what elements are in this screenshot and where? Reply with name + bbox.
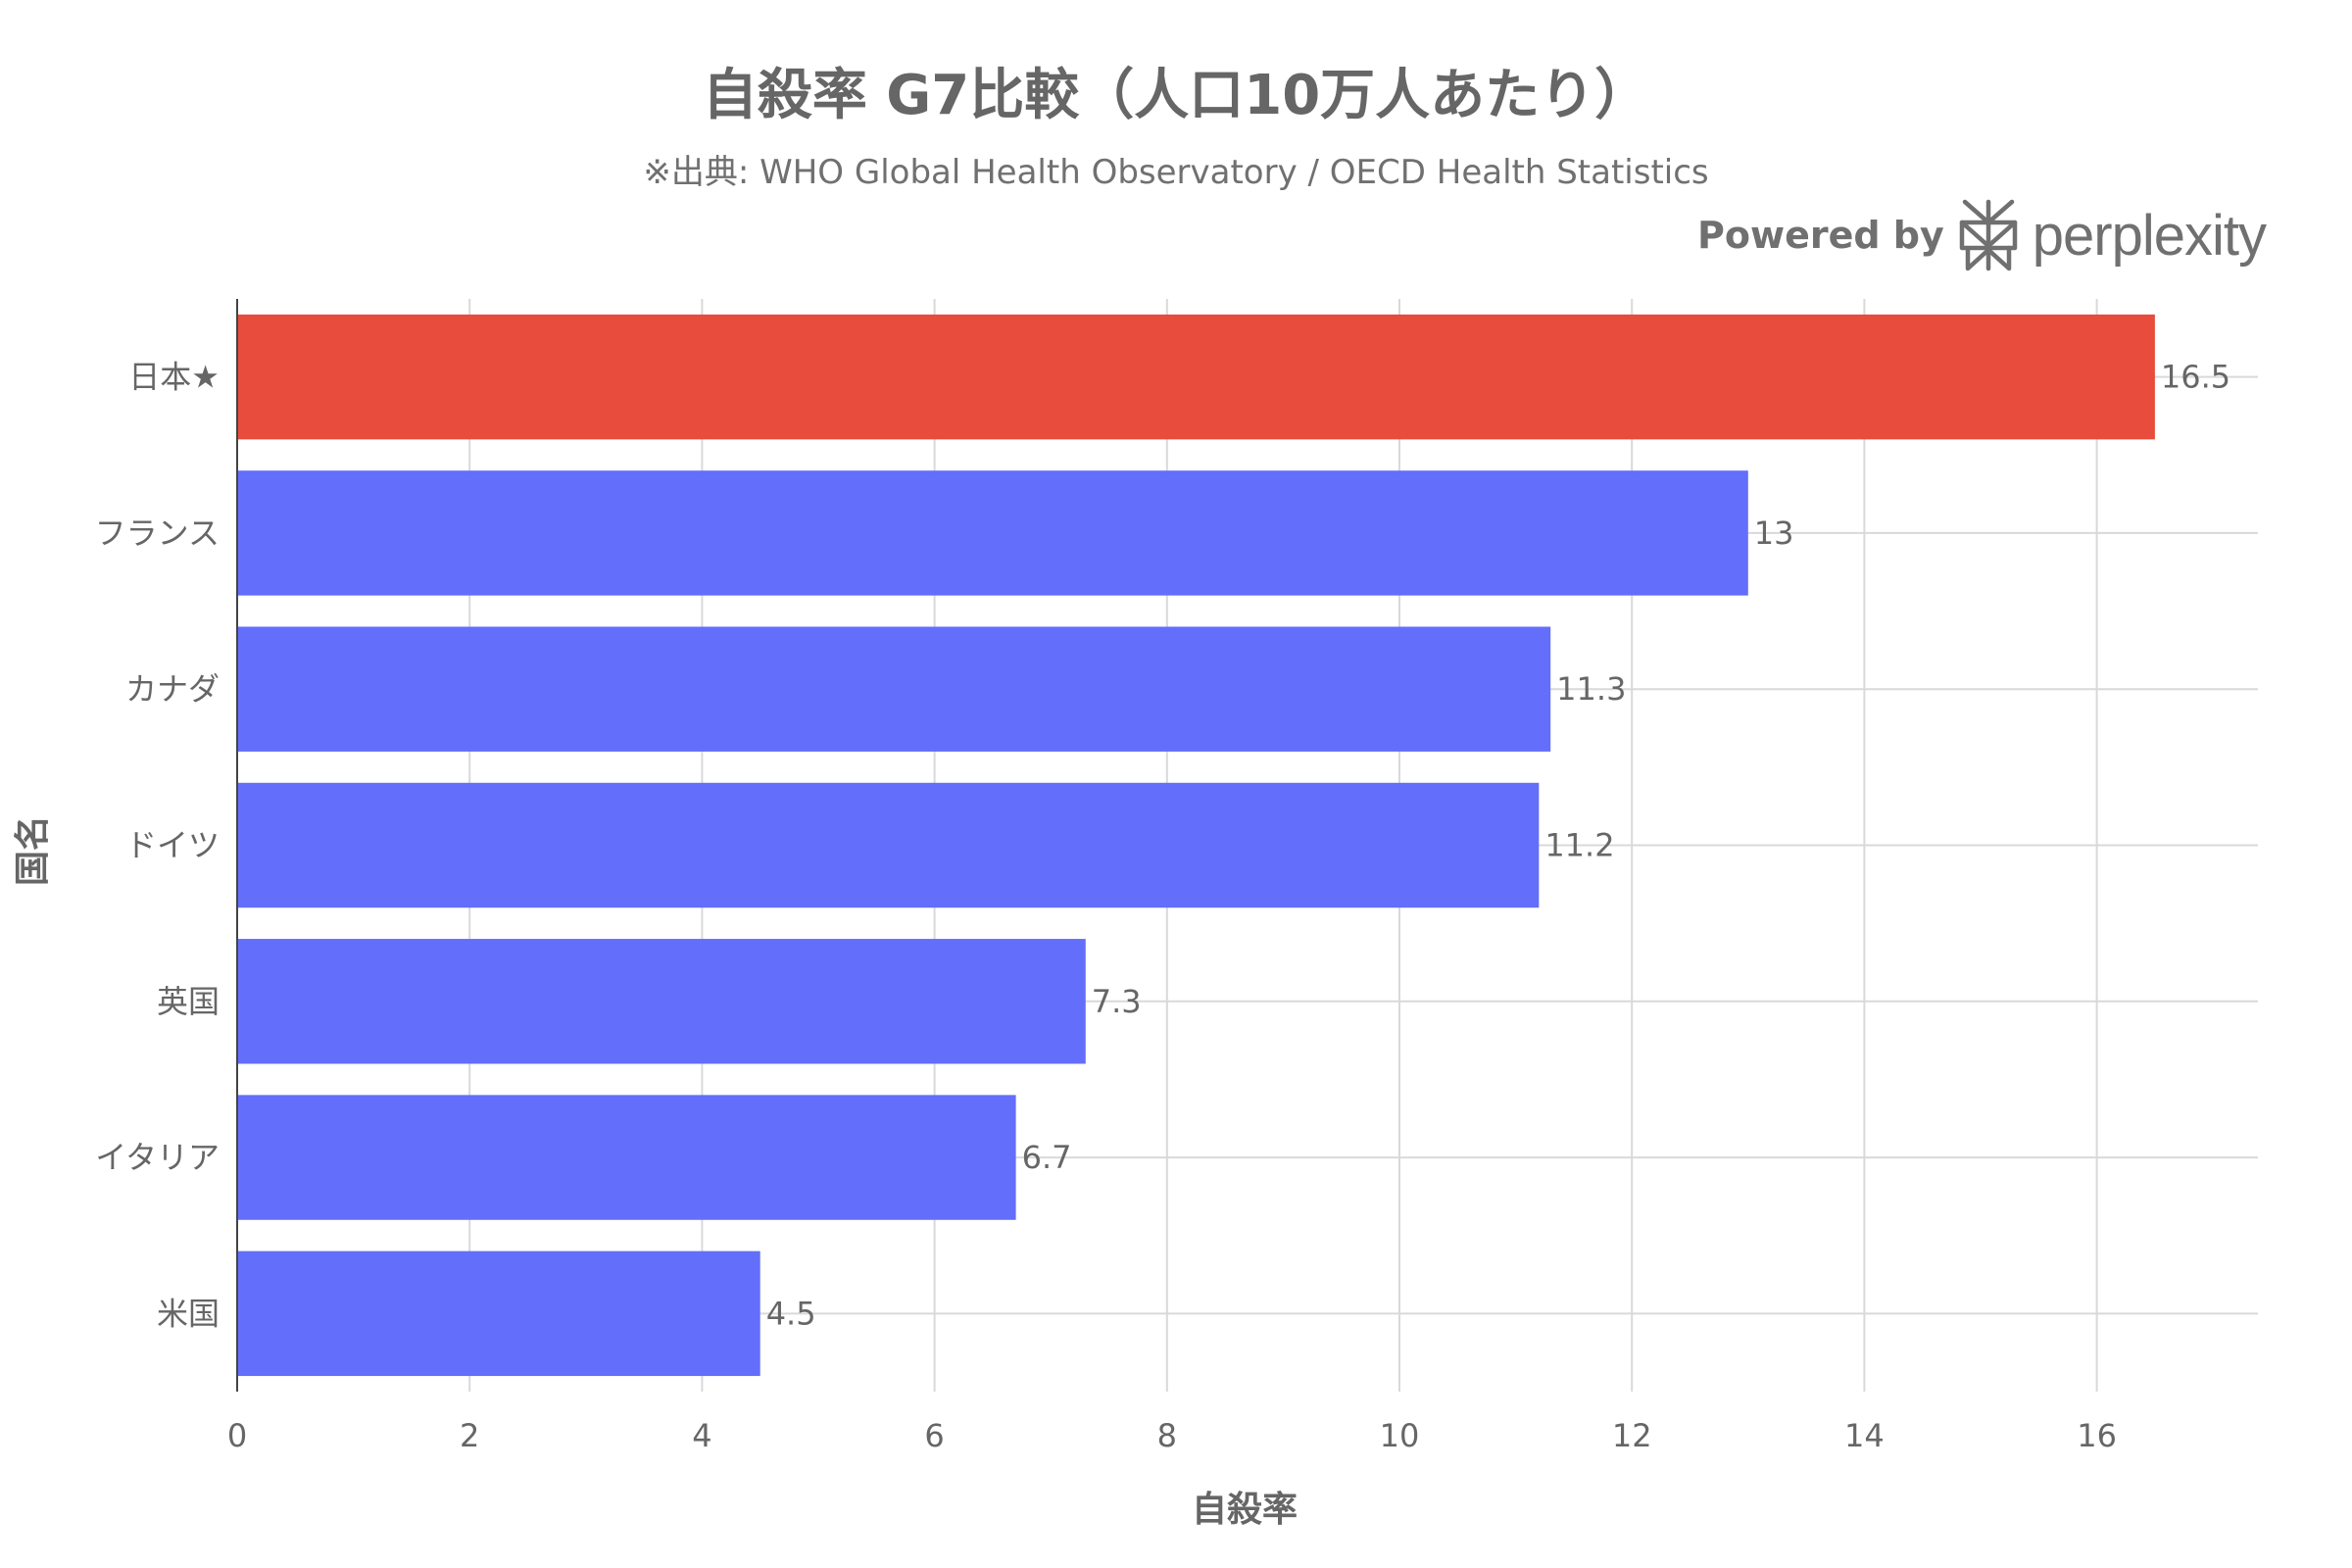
x-tick-label: 8 (1157, 1417, 1177, 1454)
y-tick-label: フランス (95, 514, 220, 552)
powered-by-perplexity[interactable]: Powered by perplexity (1697, 196, 2267, 274)
bar-5 (237, 1095, 1016, 1220)
powered-by-label: Powered by (1697, 214, 1944, 257)
bar-3 (237, 782, 1540, 908)
value-labels: 16.5 13 11.3 11.2 7.3 6.7 4.5 (766, 359, 2230, 1333)
perplexity-logo-icon (1959, 199, 2018, 271)
bar-2 (237, 626, 1551, 752)
bar-0 (237, 314, 2155, 440)
perplexity-wordmark: perplexity (2032, 203, 2267, 268)
y-tick-label: カナダ (125, 670, 220, 708)
value-label: 4.5 (766, 1295, 816, 1332)
bar-6 (237, 1250, 760, 1377)
bars (237, 314, 2155, 1377)
y-tick-label: 米国 (157, 1295, 220, 1332)
bar-4 (237, 939, 1086, 1064)
y-axis-title: 国名 (13, 815, 53, 886)
chart-subtitle: ※出典: WHO Global Health Observatory / OEC… (643, 153, 1709, 192)
y-tick-label: 日本★ (128, 359, 220, 396)
y-tick-label: イタリア (95, 1139, 220, 1176)
x-tick-label: 0 (227, 1417, 247, 1454)
x-tick-label: 10 (1380, 1417, 1420, 1454)
x-tick-labels: 0 2 4 6 8 10 12 14 16 (227, 1417, 2117, 1454)
value-label: 6.7 (1022, 1139, 1072, 1176)
value-label: 13 (1754, 514, 1794, 552)
x-tick-label: 6 (924, 1417, 944, 1454)
x-axis-title: 自殺率 (1192, 1490, 1298, 1530)
value-label: 11.3 (1556, 670, 1626, 708)
y-tick-label: 英国 (157, 983, 220, 1020)
x-tick-label: 14 (1844, 1417, 1885, 1454)
x-tick-label: 12 (1612, 1417, 1652, 1454)
value-label: 7.3 (1092, 983, 1142, 1020)
x-tick-label: 4 (692, 1417, 711, 1454)
bar-1 (237, 470, 1748, 596)
y-tick-label: ドイツ (125, 827, 220, 864)
value-label: 11.2 (1544, 827, 1614, 864)
chart-title: 自殺率 G7比較（人口10万人あたり） (702, 64, 1650, 127)
value-label: 16.5 (2161, 359, 2230, 396)
x-tick-label: 2 (460, 1417, 479, 1454)
x-tick-label: 16 (2077, 1417, 2117, 1454)
